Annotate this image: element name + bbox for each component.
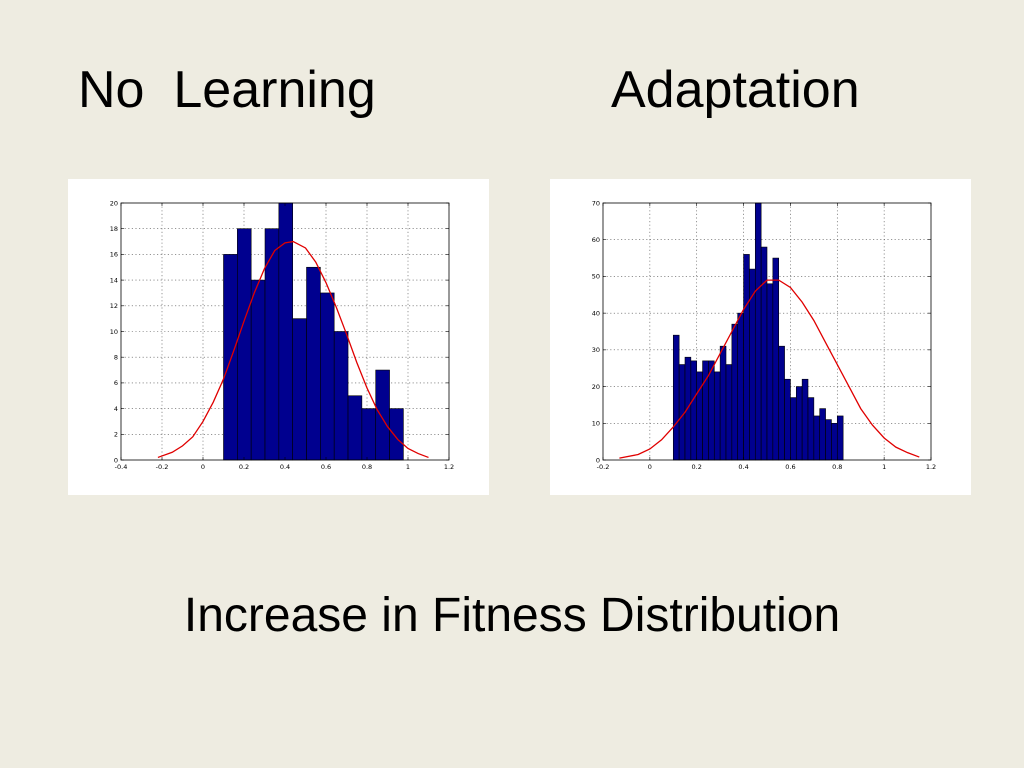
x-tick-label: 1 — [406, 463, 410, 471]
y-tick-label: 30 — [592, 346, 600, 354]
histogram-bar — [250, 279, 266, 461]
histogram-bar — [754, 202, 762, 461]
normal-fit-curve — [619, 279, 920, 459]
histogram-bar — [292, 318, 307, 461]
y-tick-label: 8 — [114, 354, 118, 362]
y-tick-label: 14 — [110, 276, 118, 284]
histogram-bar — [678, 364, 686, 461]
x-tick-label: 0.6 — [785, 463, 795, 471]
histogram-bar — [731, 323, 739, 461]
x-tick-label: 1.2 — [926, 463, 936, 471]
histogram-bar — [347, 395, 363, 461]
y-tick-label: 50 — [592, 273, 600, 281]
x-tick-label: 0 — [648, 463, 652, 471]
histogram-bar — [801, 378, 809, 461]
x-tick-label: 0.4 — [280, 463, 290, 471]
histogram-no-learning-svg: -0.4 -0.2 0 0.2 0.4 0.6 0.8 1 1.2 0 2 4 6 8 10 12 14 16 18… — [110, 199, 454, 471]
normal-fit-curve — [157, 240, 429, 459]
y-tick-label: 16 — [110, 251, 118, 259]
y-tick-label: 10 — [592, 420, 600, 428]
x-tick-label: 0.6 — [321, 463, 331, 471]
y-tick-label: 2 — [114, 431, 118, 439]
y-tick-label: 12 — [110, 302, 118, 310]
x-tick-label: 0.4 — [738, 463, 748, 471]
x-tick-label: 0.8 — [362, 463, 372, 471]
histogram-bar — [836, 415, 844, 461]
histogram-bar — [333, 331, 349, 461]
histogram-bar — [389, 408, 404, 461]
x-tick-label: 0 — [201, 463, 205, 471]
x-tick-label: 0.2 — [692, 463, 702, 471]
histogram-bar — [320, 292, 335, 461]
histogram-bar — [708, 360, 715, 461]
histogram-bar — [813, 415, 821, 461]
y-tick-label: 0 — [596, 456, 600, 464]
histogram-bar — [743, 254, 750, 461]
slide-title-no-learning: No Learning — [78, 61, 376, 119]
x-tick-label: 0.2 — [239, 463, 249, 471]
histogram-bar — [237, 228, 252, 461]
slide-caption: Increase in Fitness Distribution — [183, 589, 841, 642]
histogram-bar — [831, 422, 838, 461]
y-tick-label: 40 — [592, 309, 600, 317]
histogram-bar — [737, 312, 744, 461]
y-tick-label: 20 — [110, 199, 118, 207]
y-tick-label: 6 — [114, 379, 118, 387]
histogram-bar — [819, 408, 826, 461]
histogram-bar — [690, 360, 698, 461]
histogram-bar — [306, 266, 321, 461]
histogram-bar — [361, 408, 377, 461]
histogram-bar — [223, 254, 238, 461]
y-tick-label: 60 — [592, 236, 600, 244]
histogram-bar — [784, 378, 791, 461]
y-tick-label: 10 — [110, 328, 118, 336]
histogram-no-learning: -0.4 -0.2 0 0.2 0.4 0.6 0.8 1 1.2 0 2 4 6 8 10 12 14 16 18… — [68, 179, 489, 495]
histogram-bar — [725, 364, 733, 461]
y-tick-label: 4 — [114, 405, 118, 413]
histogram-bar — [713, 371, 721, 461]
histogram-bar — [778, 345, 785, 461]
histogram-bar — [790, 397, 797, 461]
histogram-adaptation: -0.2 0 0.2 0.4 0.6 0.8 1 1.2 0 10 20 30 40 50 60 70 — [550, 179, 971, 495]
histogram-bar — [375, 369, 390, 461]
x-tick-label: -0.4 — [115, 463, 128, 471]
histogram-bar — [719, 345, 727, 461]
histogram-bar — [772, 257, 780, 461]
histogram-bar — [825, 419, 832, 461]
y-tick-label: 70 — [592, 199, 600, 207]
y-tick-label: 20 — [592, 383, 600, 391]
x-tick-label: 1 — [882, 463, 886, 471]
histogram-bar — [795, 386, 803, 461]
histogram-bar — [672, 334, 680, 461]
slide-title-adaptation: Adaptation — [611, 61, 860, 119]
x-tick-label: 1.2 — [444, 463, 454, 471]
histogram-bar — [766, 283, 774, 461]
histogram-bar — [807, 397, 815, 461]
x-tick-label: -0.2 — [597, 463, 610, 471]
plot-area-frame — [602, 202, 932, 461]
y-tick-label: 18 — [110, 225, 118, 233]
x-tick-label: 0.8 — [832, 463, 842, 471]
histogram-bar — [760, 246, 768, 461]
y-tick-label: 0 — [114, 456, 118, 464]
x-tick-label: -0.2 — [156, 463, 169, 471]
